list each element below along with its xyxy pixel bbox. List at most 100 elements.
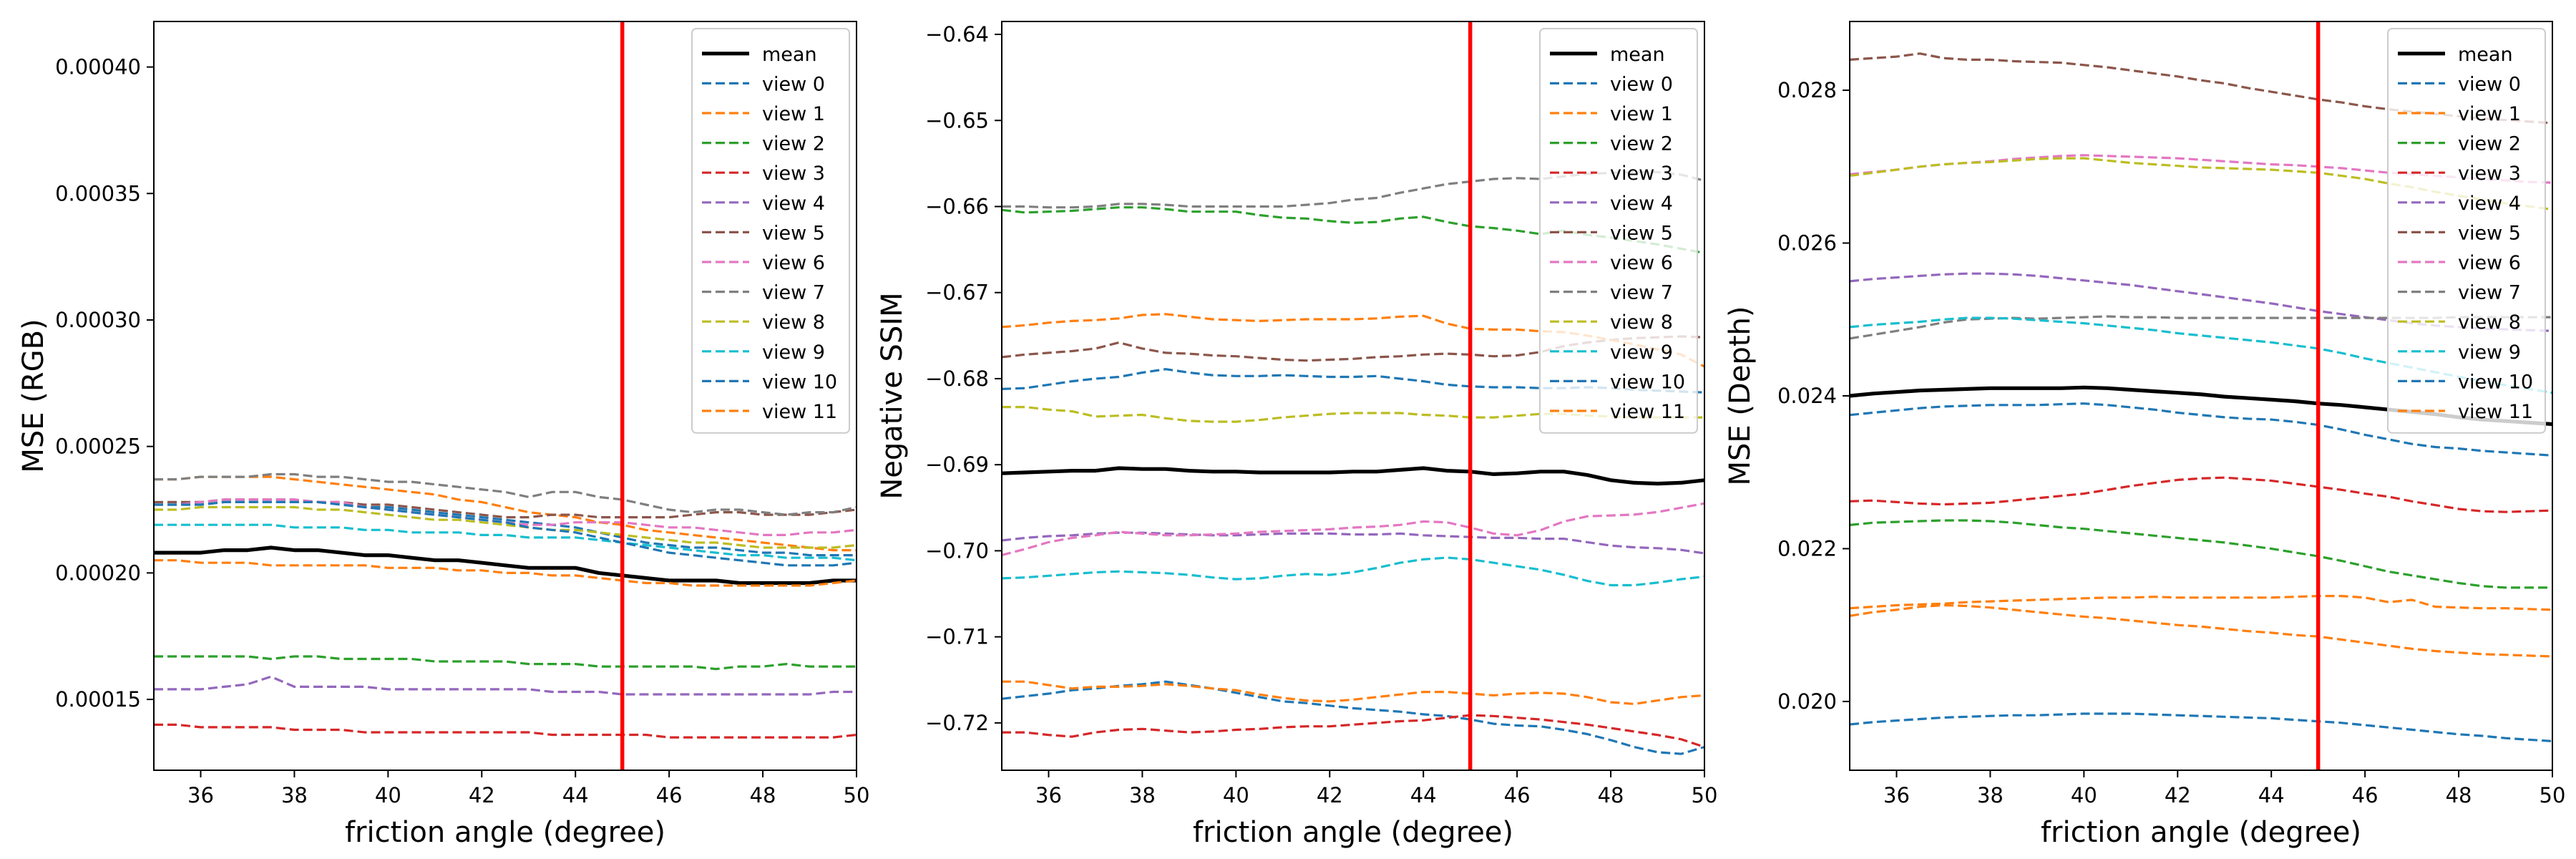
x-tick-label: 50	[844, 783, 870, 807]
y-axis-label: MSE (Depth)	[1724, 306, 1757, 486]
x-tick-label: 44	[1410, 783, 1437, 807]
legend-label: view 4	[762, 193, 825, 215]
legend-label: view 0	[1610, 73, 1673, 95]
y-tick-label: −0.65	[925, 108, 989, 132]
y-tick-label: 0.00015	[55, 687, 141, 712]
y-tick-label: −0.71	[925, 625, 989, 649]
series-line-view-6	[1002, 502, 1704, 556]
series-line-view-1	[1850, 603, 2552, 658]
x-tick-label: 48	[1598, 783, 1624, 807]
series-line-view-4	[154, 675, 857, 696]
x-tick-label: 40	[375, 783, 401, 807]
x-tick-label: 48	[2446, 783, 2472, 807]
y-tick-label: −0.66	[925, 194, 989, 218]
y-tick-label: −0.72	[925, 711, 989, 735]
x-tick-label: 36	[1883, 783, 1910, 807]
legend-label: view 10	[2458, 371, 2533, 393]
legend-box	[2387, 28, 2546, 434]
y-tick-label: 0.026	[1777, 231, 1837, 256]
y-tick-label: 0.024	[1777, 384, 1837, 408]
series-line-view-1	[154, 475, 857, 552]
legend: mean view 0 view 1 view 2 view 3 view 4 view 5…	[2387, 28, 2546, 434]
y-tick-label: 0.00035	[55, 181, 141, 205]
series-line-view-11	[1850, 594, 2552, 611]
legend-label: view 10	[1610, 371, 1685, 393]
legend-label: view 6	[1610, 252, 1673, 274]
series-line-mean	[154, 545, 857, 586]
series-line-view-11	[154, 559, 857, 587]
series-line-view-9	[154, 523, 857, 562]
legend: mean view 0 view 1 view 2 view 3 view 4 view 5…	[691, 28, 850, 434]
x-tick-label: 40	[1223, 783, 1249, 807]
x-tick-label: 46	[2352, 783, 2379, 807]
x-tick-label: 38	[281, 783, 308, 807]
series-line-view-10	[154, 500, 857, 567]
series-line-view-0	[1002, 680, 1704, 755]
axes-frame	[153, 21, 857, 771]
legend-box	[691, 28, 850, 434]
legend-label: mean	[1610, 44, 1665, 66]
legend-label: view 6	[762, 252, 825, 274]
x-tick-label: 50	[2540, 783, 2566, 807]
legend-label: view 9	[762, 341, 825, 364]
legend-label: view 1	[2458, 103, 2521, 125]
series-line-view-4	[1002, 531, 1704, 555]
x-axis-label: friction angle (degree)	[345, 816, 665, 849]
x-tick-label: 46	[1504, 783, 1531, 807]
legend-label: view 11	[2458, 401, 2533, 423]
legend-label: view 2	[762, 133, 825, 155]
legend-label: view 3	[762, 162, 825, 185]
plot-area	[154, 472, 857, 739]
legend-label: view 0	[2458, 73, 2521, 95]
x-tick-label: 48	[750, 783, 776, 807]
legend-label: view 5	[2458, 222, 2521, 244]
legend-label: view 7	[1610, 282, 1673, 304]
x-tick-label: 42	[2165, 783, 2191, 807]
legend-label: view 1	[762, 103, 825, 125]
legend-label: mean	[2458, 44, 2513, 66]
legend-label: view 2	[2458, 133, 2521, 155]
legend-label: mean	[762, 44, 817, 66]
x-tick-label: 42	[469, 783, 495, 807]
y-tick-label: 0.00020	[55, 560, 141, 585]
legend-label: view 10	[762, 371, 837, 393]
legend-label: view 9	[2458, 341, 2521, 364]
legend-label: view 8	[2458, 311, 2521, 334]
y-tick-label: −0.64	[925, 22, 989, 47]
x-axis-label: friction angle (degree)	[2041, 816, 2361, 849]
legend-label: view 7	[762, 282, 825, 304]
legend-label: view 8	[1610, 311, 1673, 334]
y-tick-label: −0.67	[925, 281, 989, 305]
y-tick-label: 0.020	[1777, 689, 1837, 714]
legend-label: view 5	[1610, 222, 1673, 244]
legend-label: view 9	[1610, 341, 1673, 364]
series-line-view-9	[1002, 556, 1704, 587]
x-tick-label: 50	[1692, 783, 1718, 807]
axes-frame	[1001, 21, 1705, 771]
legend-label: view 2	[1610, 133, 1673, 155]
series-line-view-0	[1850, 712, 2552, 742]
legend: mean view 0 view 1 view 2 view 3 view 4 view 5…	[1539, 28, 1698, 434]
series-line-view-10	[1850, 402, 2552, 457]
legend-label: view 7	[2458, 282, 2521, 304]
x-tick-label: 38	[1129, 783, 1156, 807]
chart-panel-1: 36 38 40 42 44 46 48 50 0.00015 0.00020 0.00025 0.0…	[17, 21, 869, 849]
legend-label: view 6	[2458, 252, 2521, 274]
x-tick-label: 46	[656, 783, 683, 807]
x-tick-label: 44	[562, 783, 589, 807]
series-line-view-5	[154, 498, 857, 519]
legend-label: view 1	[1610, 103, 1673, 125]
series-line-view-2	[154, 655, 857, 671]
series-line-view-8	[154, 505, 857, 549]
series-line-view-3	[1002, 714, 1704, 749]
x-tick-label: 42	[1317, 783, 1343, 807]
legend-label: view 8	[762, 311, 825, 334]
series-line-view-3	[154, 723, 857, 739]
series-line-view-3	[1850, 476, 2552, 513]
x-axis-label: friction angle (degree)	[1193, 816, 1513, 849]
series-line-view-1	[1002, 680, 1704, 706]
legend-label: view 5	[762, 222, 825, 244]
y-tick-label: 0.00030	[55, 308, 141, 332]
x-tick-label: 38	[1977, 783, 2004, 807]
